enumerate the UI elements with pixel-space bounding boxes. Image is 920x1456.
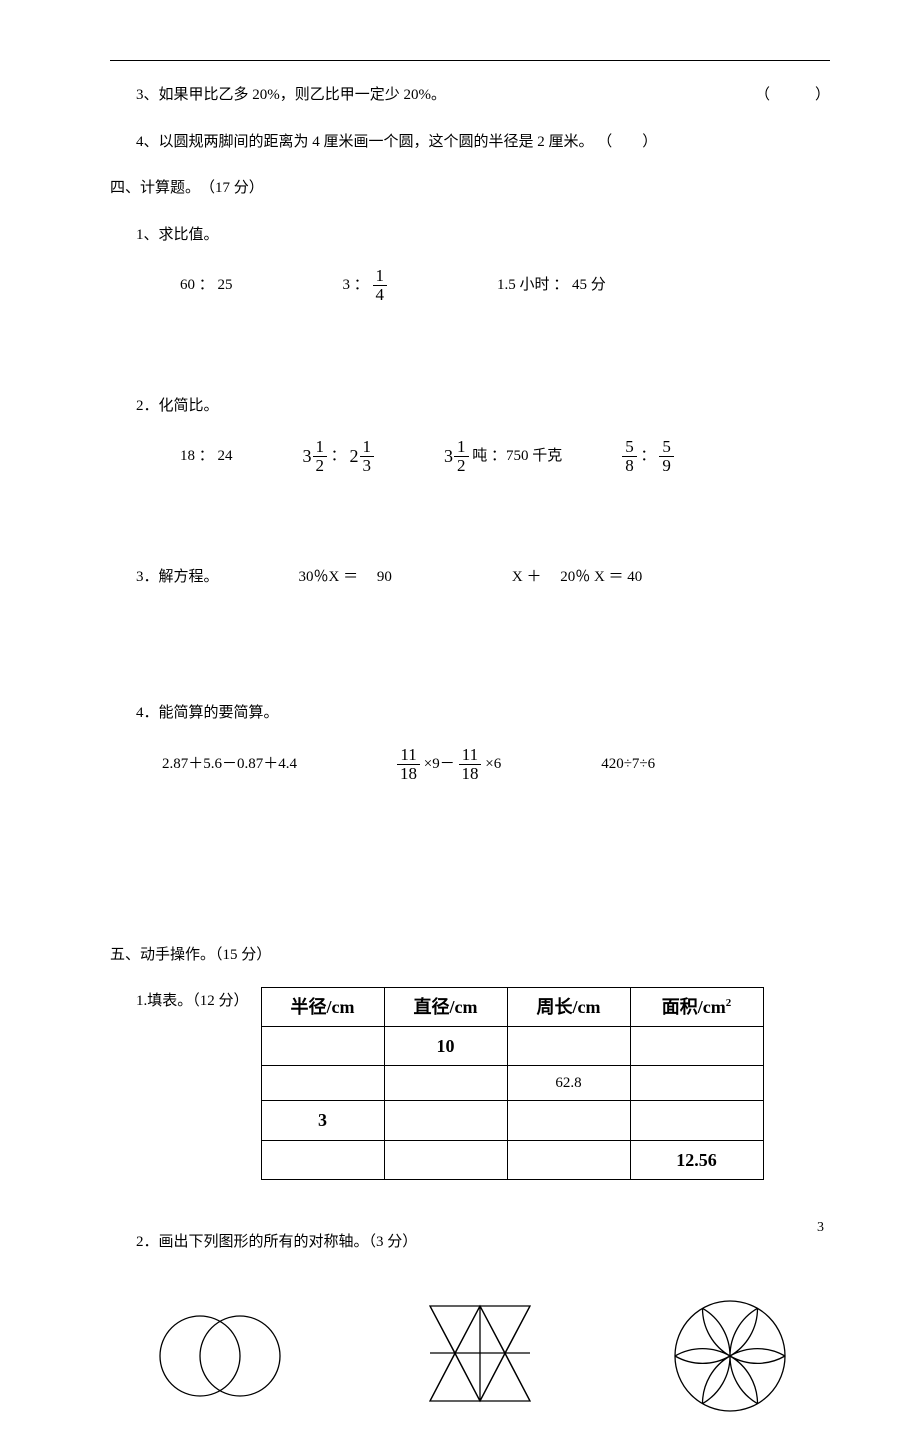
table-header: 半径/cm xyxy=(261,988,384,1027)
s4-1-a: 60 ： 25 xyxy=(180,271,233,300)
table-cell xyxy=(384,1066,507,1101)
s4-4-row: 2.87＋5.6－0.87＋4.4 1118 ×9－ 1118 ×6 420÷7… xyxy=(110,746,830,783)
s4-3-b: X ＋ 20％ X ＝ 40 xyxy=(512,563,642,592)
table-cell xyxy=(507,1027,630,1066)
s4-1-b: 3 ： 1 4 xyxy=(343,267,388,304)
s4-2-title: 2．化简比。 xyxy=(110,392,830,421)
table-cell xyxy=(630,1066,763,1101)
s4-1-c: 1.5 小时 ： 45 分 xyxy=(497,271,606,300)
q3-text: 3、如果甲比乙多 20%，则乙比甲一定少 20%。 xyxy=(136,87,446,103)
table-cell: 62.8 xyxy=(507,1066,630,1101)
s4-1-b-pre: 3 ： xyxy=(343,277,369,293)
shape-flower-circle xyxy=(670,1296,790,1416)
q4-text: 4、以圆规两脚间的距离为 4 厘米画一个圆，这个圆的半径是 2 厘米。 xyxy=(136,134,594,150)
table-cell xyxy=(261,1140,384,1179)
circle-table: 半径/cm直径/cm周长/cm面积/cm2 1062.8 3 12.56 xyxy=(261,987,764,1180)
table-cell: 12.56 xyxy=(630,1140,763,1179)
s4-2-row: 18 ： 24 3 12 ： 2 13 3 12 吨 ：750 千克 58 ： … xyxy=(110,438,830,475)
table-cell xyxy=(261,1027,384,1066)
table-cell xyxy=(261,1066,384,1101)
table-cell: 3 xyxy=(261,1101,384,1140)
question-4: 4、以圆规两脚间的距离为 4 厘米画一个圆，这个圆的半径是 2 厘米。 （ ） xyxy=(110,128,830,157)
s4-2-a: 18 ： 24 xyxy=(180,442,233,471)
s4-2-d: 58 ： 59 xyxy=(622,438,674,475)
section-4-title: 四、计算题。 （17 分） xyxy=(110,174,830,203)
table-cell xyxy=(630,1027,763,1066)
shape-two-circles xyxy=(150,1306,290,1406)
s4-4-a: 2.87＋5.6－0.87＋4.4 xyxy=(162,750,297,779)
shapes-row xyxy=(110,1296,830,1416)
s4-2-b: 3 12 ： 2 13 xyxy=(303,438,375,475)
table-header: 面积/cm2 xyxy=(630,988,763,1027)
s4-4-title: 4．能简算的要简算。 xyxy=(110,699,830,728)
table-header: 周长/cm xyxy=(507,988,630,1027)
table-cell xyxy=(384,1101,507,1140)
s5-2-title: 2．画出下列图形的所有的对称轴。（3 分） xyxy=(110,1228,830,1257)
s4-1-title: 1、求比值。 xyxy=(110,221,830,250)
frac-num: 1 xyxy=(373,267,388,286)
s4-3-row: 3．解方程。 30％X ＝ 90 X ＋ 20％ X ＝ 40 xyxy=(110,563,830,592)
s4-4-b: 1118 ×9－ 1118 ×6 xyxy=(397,746,501,783)
table-cell xyxy=(507,1101,630,1140)
table-cell: 10 xyxy=(384,1027,507,1066)
top-rule xyxy=(110,60,830,61)
table-header: 直径/cm xyxy=(384,988,507,1027)
shape-star-triangles xyxy=(410,1296,550,1416)
s4-1-row: 60 ： 25 3 ： 1 4 1.5 小时 ： 45 分 xyxy=(110,267,830,304)
table-cell xyxy=(507,1140,630,1179)
s4-2-c: 3 12 吨 ：750 千克 xyxy=(444,438,562,475)
section-5-title: 五、动手操作。（15 分） xyxy=(110,941,830,970)
s4-4-c: 420÷7÷6 xyxy=(601,750,655,779)
s5-1-title: 1.填表。（12 分） xyxy=(136,987,249,1016)
s5-1-row: 1.填表。（12 分） 半径/cm直径/cm周长/cm面积/cm2 1062.8 3… xyxy=(110,987,830,1180)
question-3: 3、如果甲比乙多 20%，则乙比甲一定少 20%。 （ ） xyxy=(110,81,830,110)
s4-3-title: 3．解方程。 xyxy=(136,563,219,592)
fraction-1-4: 1 4 xyxy=(373,267,388,304)
frac-den: 4 xyxy=(373,286,388,304)
table-cell xyxy=(384,1140,507,1179)
s4-3-a: 30％X ＝ 90 xyxy=(299,563,392,592)
table-cell xyxy=(630,1101,763,1140)
page-number: 3 xyxy=(817,1220,824,1236)
q3-paren: （ ） xyxy=(755,81,830,110)
q4-paren: （ ） xyxy=(597,134,657,150)
